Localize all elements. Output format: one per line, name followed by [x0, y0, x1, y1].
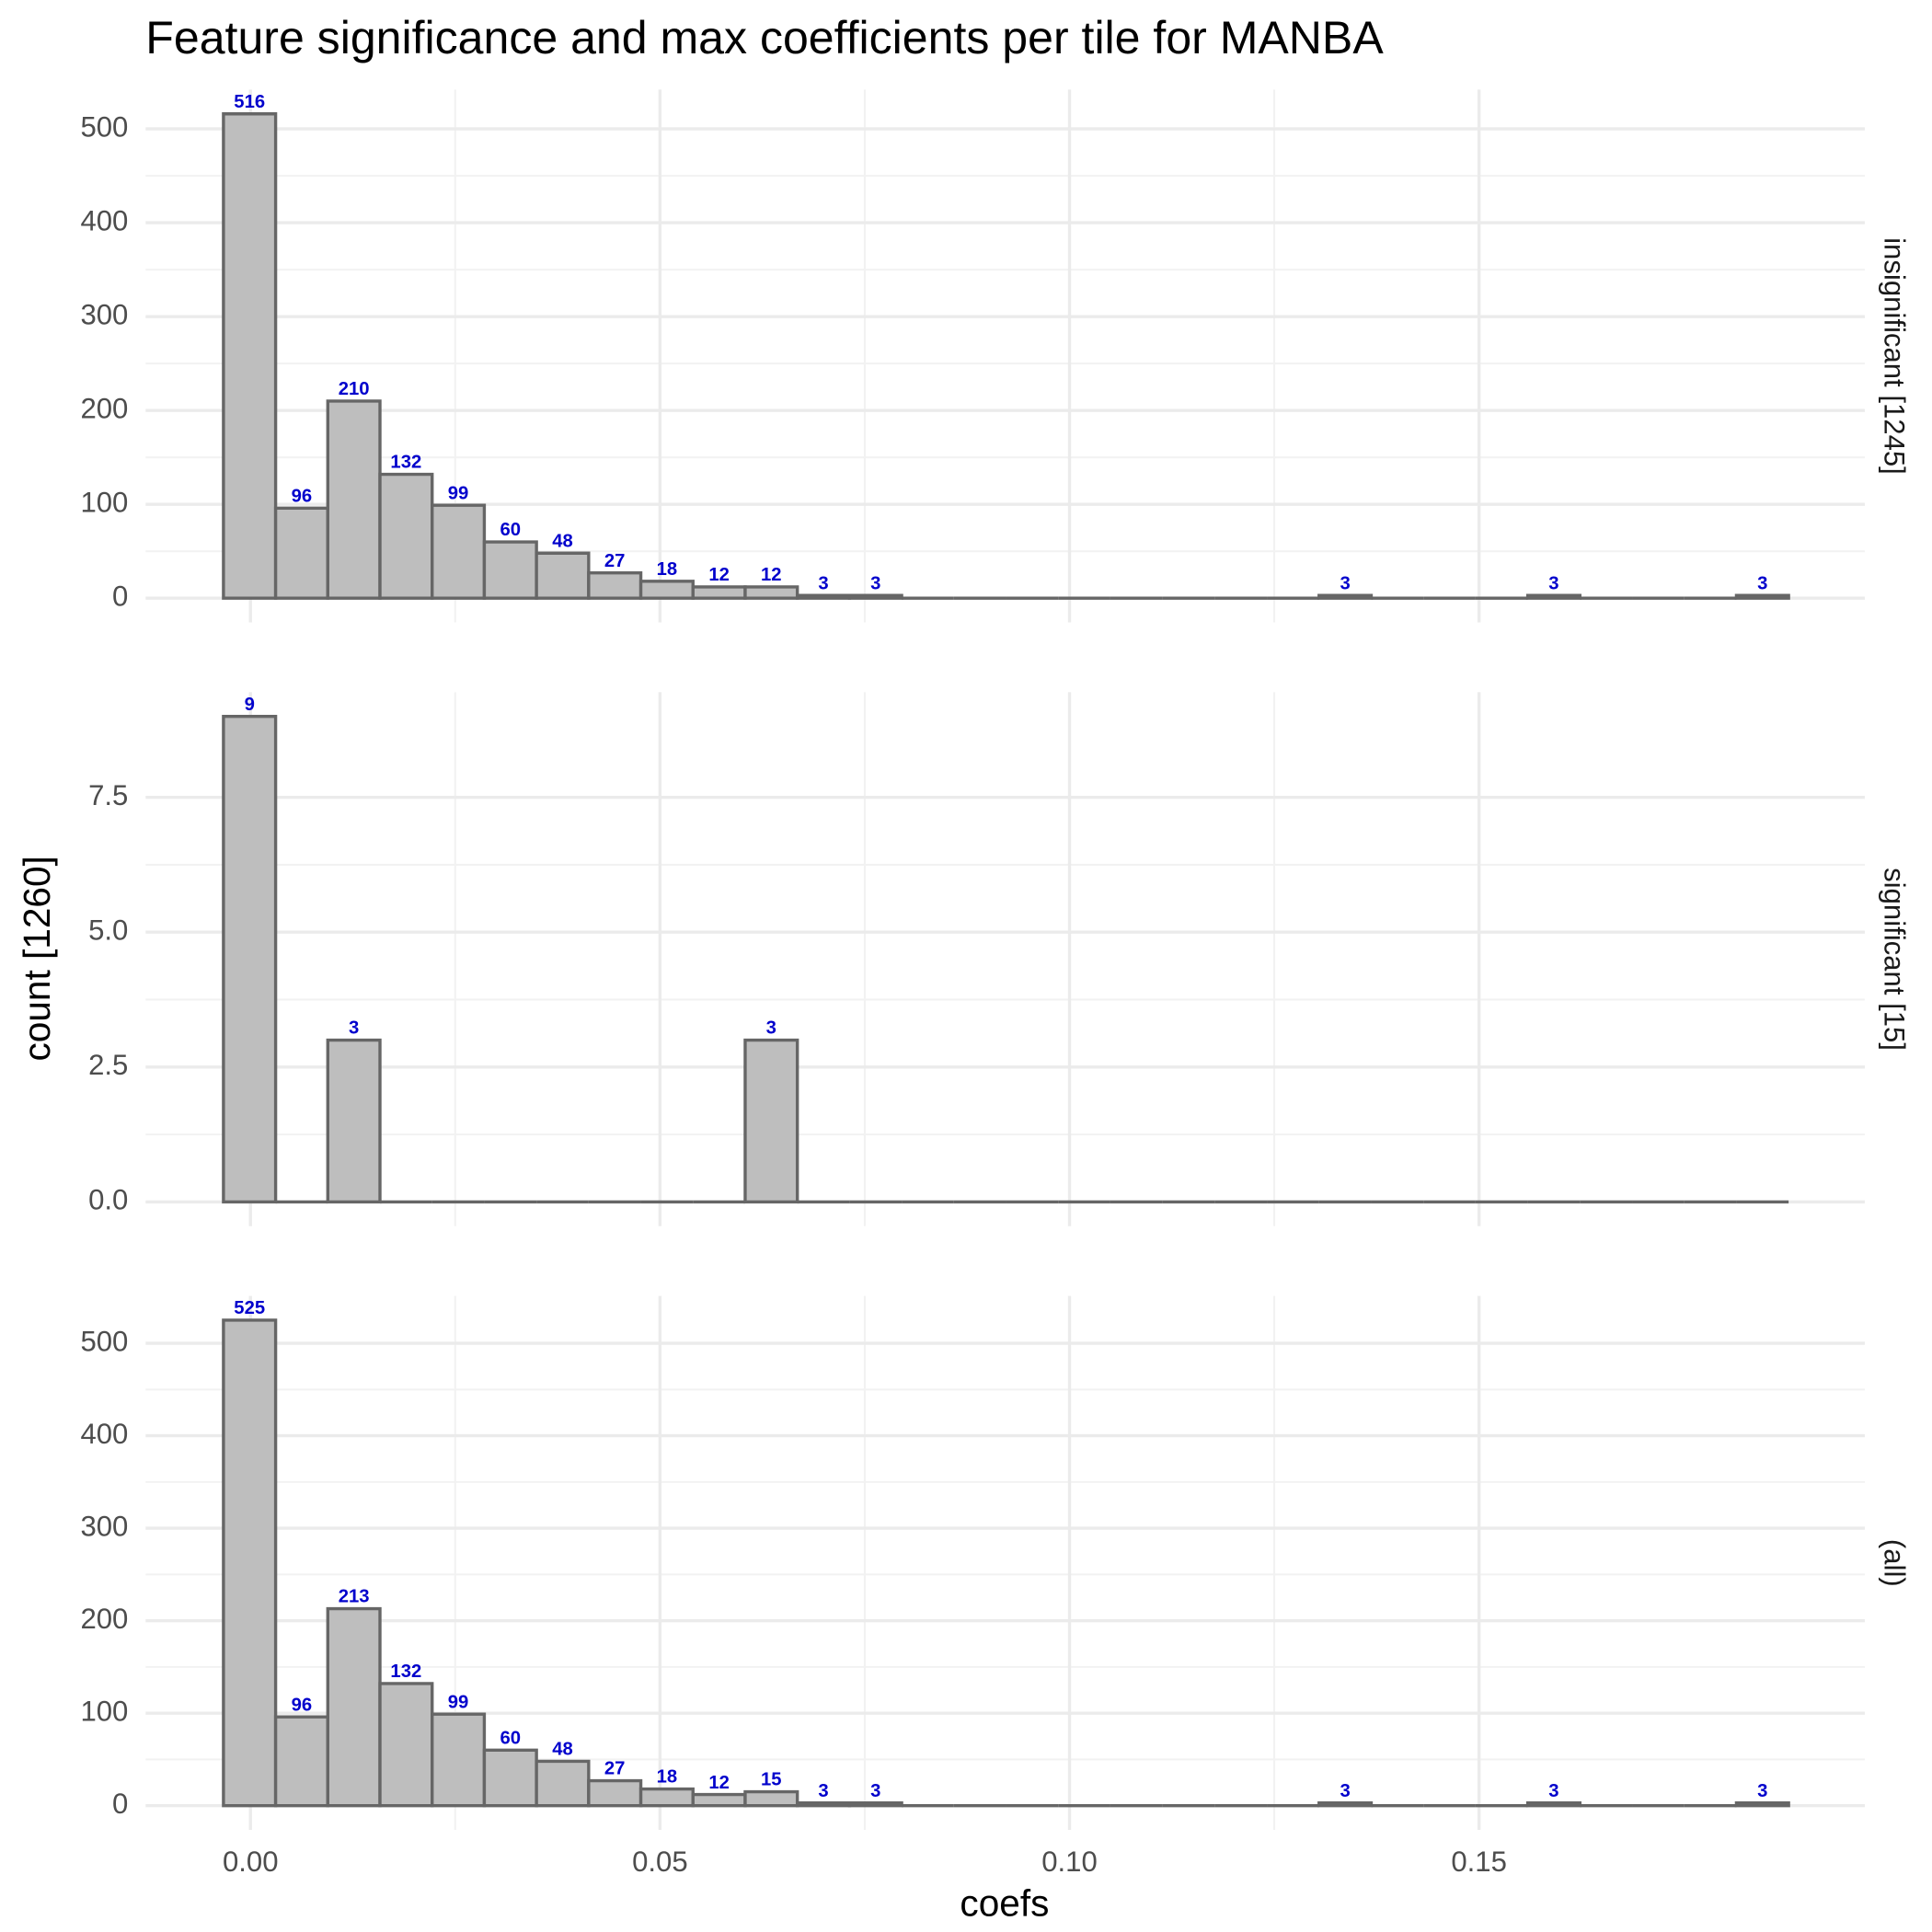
data-label: 12	[708, 1773, 730, 1793]
data-label: 99	[448, 1692, 469, 1712]
data-label: 96	[292, 1695, 313, 1715]
histogram-bar	[587, 570, 643, 600]
facet-label: significant [15]	[1878, 868, 1910, 1051]
histogram-bar	[535, 551, 591, 600]
data-label: 3	[766, 1018, 776, 1039]
x-tick-label: 0.15	[1451, 1846, 1507, 1878]
data-label: 3	[1548, 1781, 1558, 1801]
y-tick-label: 100	[80, 1695, 128, 1727]
y-tick-label: 0	[112, 580, 128, 612]
data-label: 3	[818, 1781, 828, 1801]
y-tick-label: 200	[80, 1603, 128, 1635]
data-label: 60	[500, 1729, 522, 1749]
histogram-bar	[326, 1606, 382, 1808]
histogram-bar	[1525, 593, 1581, 600]
histogram-bar	[691, 1792, 747, 1808]
y-tick-label: 5.0	[88, 914, 128, 946]
data-label: 210	[339, 379, 370, 399]
data-label: 132	[390, 1662, 421, 1682]
y-tick-label: 0.0	[88, 1184, 128, 1216]
data-label: 12	[761, 565, 782, 585]
y-tick-label: 200	[80, 392, 128, 424]
data-label: 3	[1340, 1781, 1350, 1801]
data-label: 48	[552, 1740, 573, 1760]
y-tick-label: 400	[80, 204, 128, 236]
data-label: 27	[604, 1759, 626, 1779]
histogram-bar	[431, 1712, 487, 1808]
histogram-bar	[326, 399, 382, 600]
histogram-bar	[691, 585, 747, 600]
data-label: 48	[552, 531, 573, 551]
data-label: 3	[349, 1018, 359, 1039]
y-tick-label: 100	[80, 486, 128, 518]
x-axis-label: coefs	[960, 1881, 1049, 1924]
data-label: 18	[657, 1767, 678, 1788]
y-tick-label: 300	[80, 298, 128, 330]
histogram-bar	[795, 1800, 852, 1808]
data-label: 27	[604, 551, 626, 571]
y-tick-label: 500	[80, 1325, 128, 1357]
y-tick-label: 500	[80, 110, 128, 143]
histogram-bar	[378, 1682, 434, 1808]
facet-label: insignificant [1245]	[1878, 237, 1910, 475]
histogram-bar	[222, 715, 278, 1204]
histogram-bar	[743, 585, 799, 600]
data-label: 3	[1757, 573, 1767, 593]
data-label: 3	[1548, 573, 1558, 593]
data-label: 9	[245, 695, 255, 715]
histogram-bar	[273, 1715, 329, 1808]
histogram-bar	[1734, 1800, 1790, 1808]
histogram-bar	[535, 1759, 591, 1808]
histogram-bar	[482, 1748, 538, 1808]
y-tick-label: 400	[80, 1418, 128, 1450]
histogram-bar	[638, 1787, 695, 1808]
data-label: 132	[390, 453, 421, 473]
data-label: 18	[657, 559, 678, 580]
histogram-bar	[795, 593, 852, 600]
y-tick-label: 7.5	[88, 779, 128, 811]
data-label: 15	[761, 1770, 782, 1790]
histogram-bar	[1317, 593, 1374, 600]
histogram-bar	[1525, 1800, 1581, 1808]
y-tick-label: 300	[80, 1510, 128, 1542]
data-label: 3	[818, 573, 828, 593]
histogram-bar	[222, 112, 278, 600]
histogram-bar	[273, 506, 329, 600]
histogram-bar	[431, 503, 487, 600]
histogram-bar	[847, 1800, 903, 1808]
histogram-bar	[743, 1789, 799, 1808]
data-label: 3	[1340, 573, 1350, 593]
data-label: 525	[234, 1298, 265, 1318]
data-label: 60	[500, 520, 522, 540]
x-tick-label: 0.00	[223, 1846, 279, 1878]
x-tick-label: 0.05	[632, 1846, 688, 1878]
data-label: 96	[292, 486, 313, 506]
x-tick-label: 0.10	[1041, 1846, 1098, 1878]
data-label: 3	[870, 573, 880, 593]
histogram-bar	[482, 540, 538, 600]
histogram-bar	[743, 1038, 799, 1204]
histogram-bar	[587, 1778, 643, 1808]
histogram-bar	[638, 580, 695, 600]
data-label: 99	[448, 483, 469, 503]
data-label: 516	[234, 92, 265, 112]
data-label: 3	[870, 1781, 880, 1801]
chart-title: Feature significance and max coefficient…	[145, 12, 1384, 63]
y-tick-label: 0	[112, 1788, 128, 1820]
histogram-bar	[378, 472, 434, 600]
histogram-bar	[222, 1318, 278, 1808]
histogram-bar	[847, 593, 903, 600]
histogram-bar	[1734, 593, 1790, 600]
histogram-bar	[1317, 1800, 1374, 1808]
data-label: 3	[1757, 1781, 1767, 1801]
data-label: 213	[339, 1587, 370, 1607]
y-tick-label: 2.5	[88, 1049, 128, 1081]
y-axis-label: count [1260]	[16, 856, 58, 1061]
data-label: 12	[708, 565, 730, 585]
facet-label: (all)	[1878, 1539, 1910, 1587]
histogram-bar	[326, 1038, 382, 1204]
